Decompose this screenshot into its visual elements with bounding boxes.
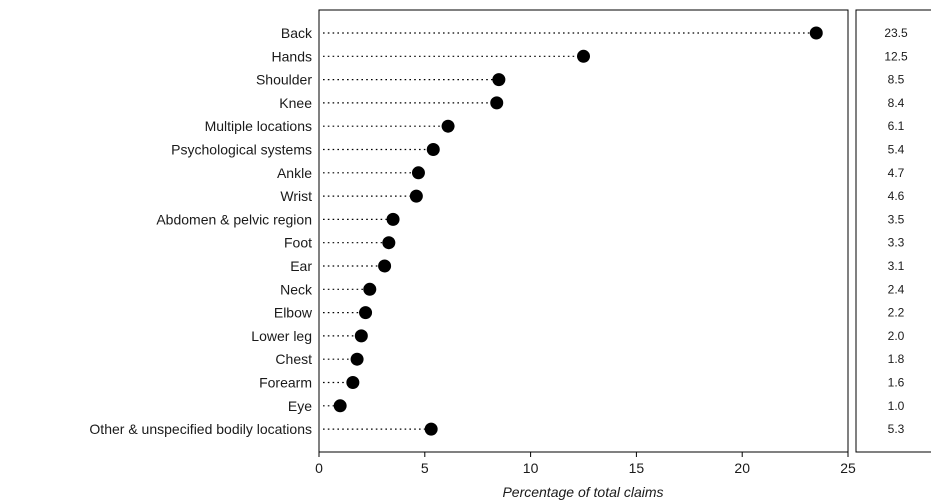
value-label: 23.5 (884, 26, 908, 40)
category-label: Ankle (277, 165, 312, 181)
value-label: 12.5 (884, 49, 908, 63)
leader-lines (323, 32, 817, 430)
value-label: 3.1 (888, 259, 905, 273)
x-tick-label: 5 (421, 460, 429, 476)
data-point (441, 119, 455, 133)
value-label: 2.2 (888, 306, 905, 320)
value-label: 1.0 (888, 399, 905, 413)
value-label: 5.3 (888, 422, 905, 436)
x-tick-label: 25 (840, 460, 856, 476)
data-point (492, 73, 506, 87)
category-label: Eye (288, 398, 312, 414)
data-point (382, 236, 396, 250)
value-label: 6.1 (888, 119, 905, 133)
value-label: 8.5 (888, 73, 905, 87)
data-point (386, 212, 400, 226)
value-labels: 23.5 12.5 8.5 8.4 6.1 5.4 4.7 4.6 3.5 3.3 3.1 2.4 2.… (884, 26, 908, 436)
data-points (333, 26, 823, 436)
data-point (409, 189, 423, 203)
value-label: 8.4 (888, 96, 905, 110)
value-label: 4.6 (888, 189, 905, 203)
category-label: Chest (275, 351, 312, 367)
value-label: 4.7 (888, 166, 905, 180)
value-table-frame (855, 9, 931, 453)
category-label: Knee (279, 95, 312, 111)
value-label: 1.8 (888, 352, 905, 366)
category-label: Abdomen & pelvic region (156, 211, 312, 227)
data-point (363, 282, 377, 296)
category-label: Other & unspecified bodily locations (89, 421, 312, 437)
x-axis-ticks: 0 5 10 15 20 25 (315, 452, 856, 476)
category-label: Psychological systems (171, 142, 312, 158)
data-point (346, 376, 360, 389)
value-label: 2.4 (888, 282, 905, 296)
value-label: 1.6 (888, 376, 905, 390)
data-point (490, 96, 504, 110)
category-labels: Back Hands Shoulder Knee Multiple locations P… (89, 25, 313, 437)
category-label: Forearm (259, 375, 312, 391)
x-tick-label: 10 (523, 460, 539, 476)
value-label: 5.4 (888, 143, 905, 157)
value-label: 3.5 (888, 212, 905, 226)
data-point (577, 49, 590, 63)
data-point (378, 259, 392, 273)
value-label: 3.3 (888, 236, 905, 250)
data-point (359, 306, 373, 320)
plot-frame (318, 9, 849, 453)
x-tick-label: 0 (315, 460, 323, 476)
category-label: Lower leg (251, 328, 312, 344)
data-point (350, 352, 364, 366)
category-label: Multiple locations (205, 118, 312, 134)
category-label: Elbow (274, 305, 313, 321)
value-label: 2.0 (888, 329, 905, 343)
x-tick-label: 15 (629, 460, 645, 476)
data-point (809, 26, 823, 40)
data-point (411, 166, 425, 180)
category-label: Back (281, 25, 313, 41)
data-point (354, 329, 368, 343)
category-label: Neck (280, 281, 313, 297)
category-label: Ear (290, 258, 312, 274)
data-point (333, 399, 347, 413)
data-point (424, 422, 438, 436)
data-point (426, 143, 440, 156)
category-label: Foot (284, 235, 312, 251)
category-label: Wrist (280, 188, 312, 204)
category-label: Shoulder (256, 72, 312, 88)
x-axis-title: Percentage of total claims (502, 484, 663, 500)
x-tick-label: 20 (734, 460, 750, 476)
category-label: Hands (272, 48, 312, 64)
